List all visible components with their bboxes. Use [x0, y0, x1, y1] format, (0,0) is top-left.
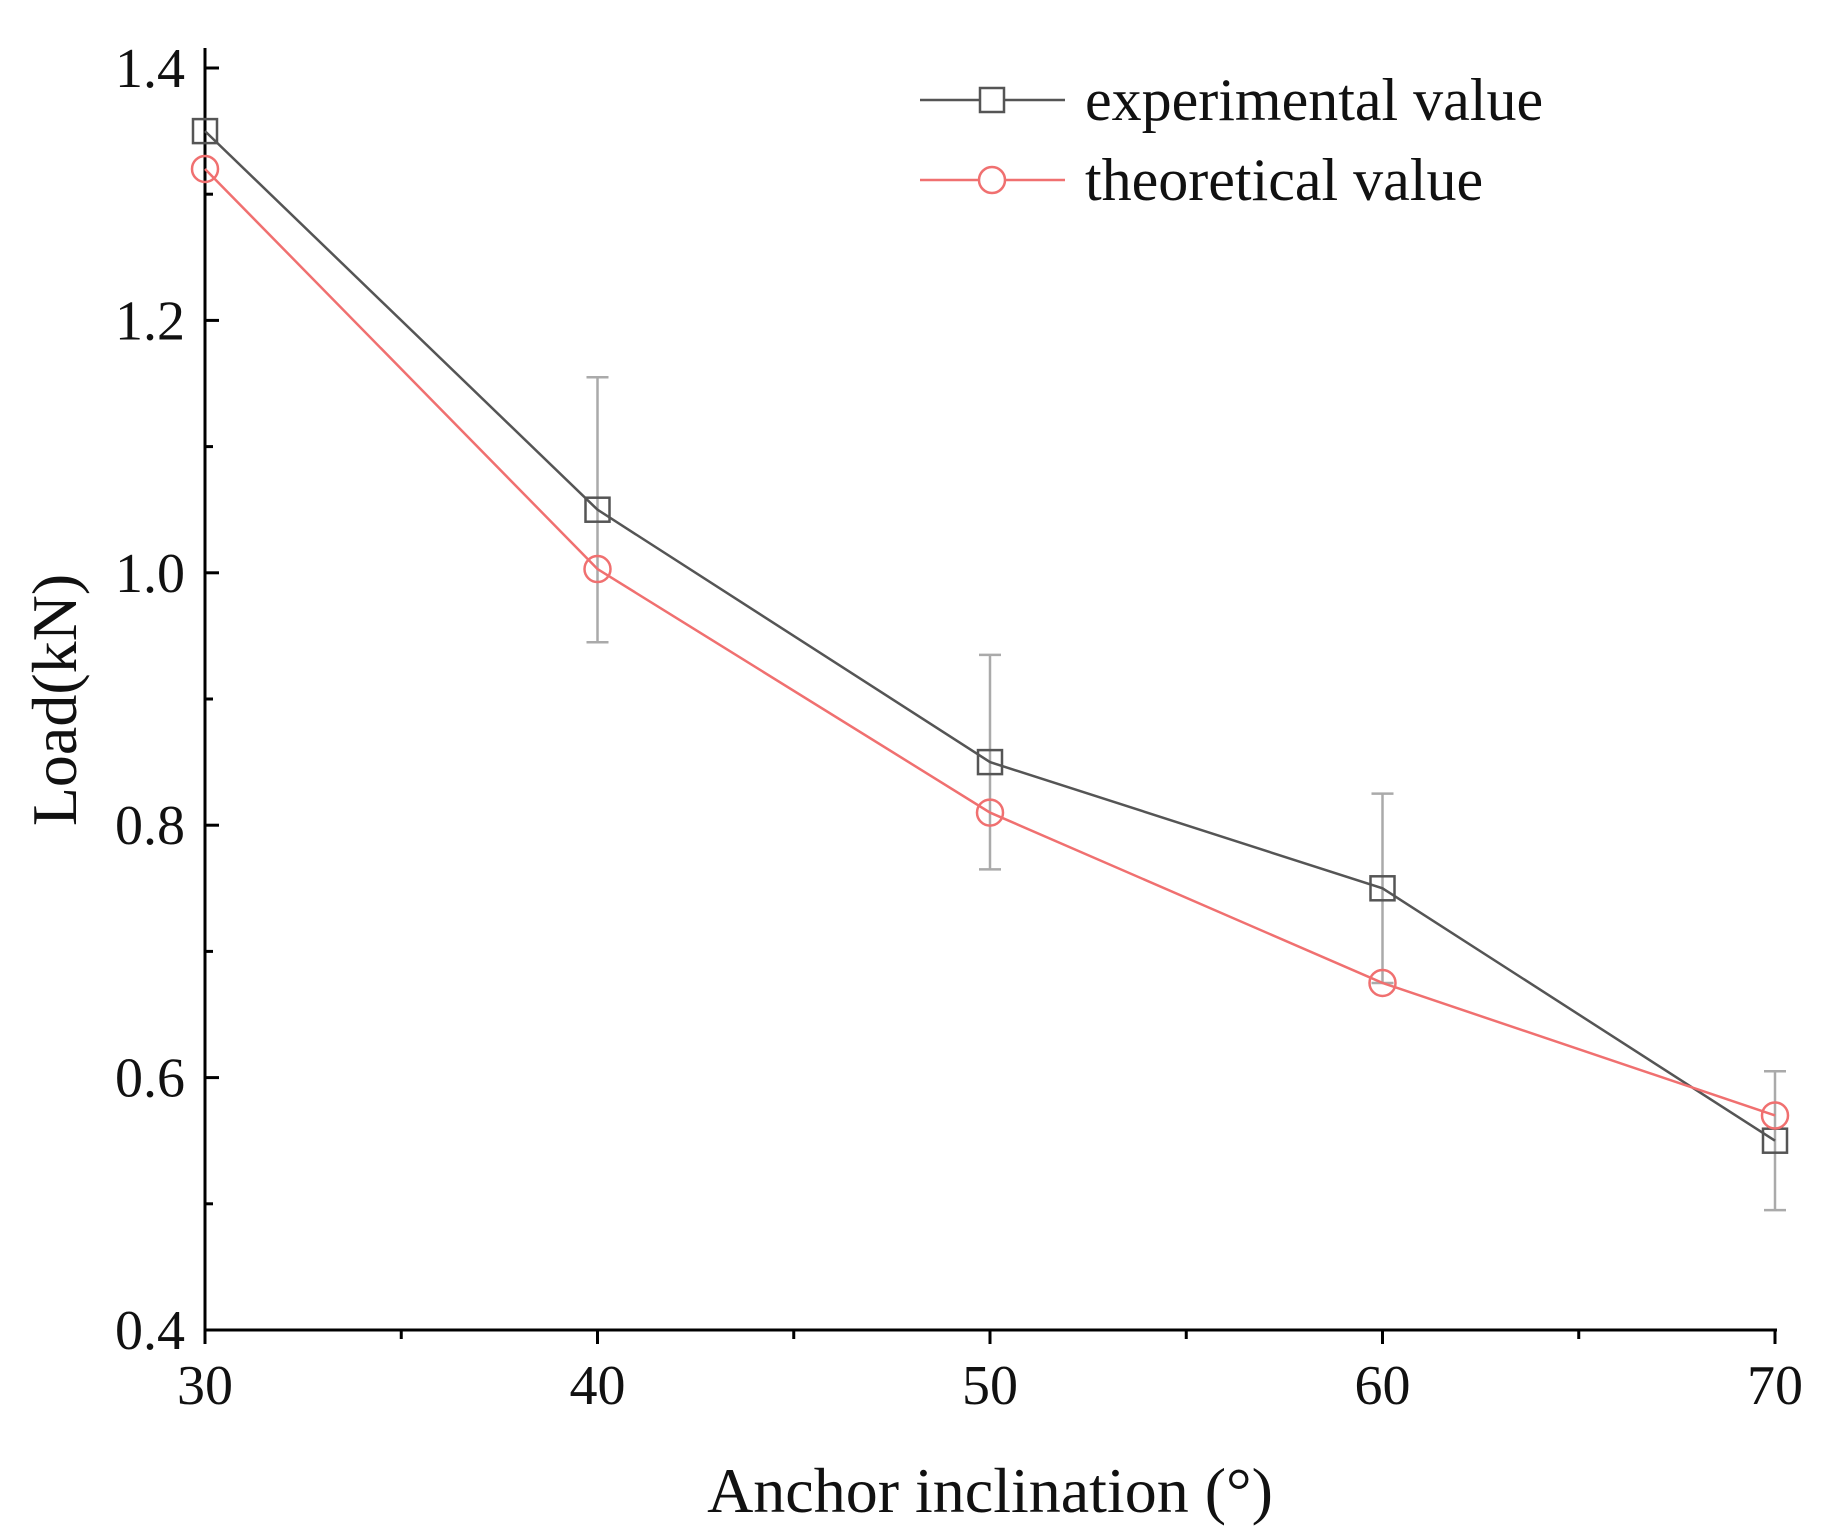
legend-label-experimental: experimental value: [1085, 67, 1543, 133]
y-tick-label: 0.4: [115, 1300, 185, 1362]
axes: [203, 48, 1777, 1344]
x-tick-label: 70: [1747, 1355, 1803, 1417]
y-tick-label: 0.6: [115, 1048, 185, 1110]
series: [190, 117, 1790, 1154]
x-axis-title: Anchor inclination (°): [707, 1455, 1273, 1526]
x-tick-label: 60: [1355, 1355, 1411, 1417]
error-bars: [586, 375, 1786, 1212]
data-point-theoretical: [1760, 1101, 1790, 1130]
data-point-experimental: [1369, 875, 1396, 902]
x-tick-label: 40: [570, 1355, 626, 1417]
y-tick-label: 1.4: [115, 38, 185, 100]
series-line-theoretical: [204, 168, 1776, 1117]
y-tick-label: 1.2: [115, 290, 185, 352]
data-point-theoretical: [1368, 968, 1397, 998]
y-tick-label: 0.8: [115, 795, 185, 857]
data-point-experimental: [584, 496, 611, 523]
y-tick-label: 1.0: [115, 543, 185, 605]
legend-label-theoretical: theoretical value: [1085, 147, 1483, 213]
legend: experimental value theoretical value: [920, 67, 1543, 213]
y-axis-title: Load(kN): [19, 574, 90, 826]
x-tick-label: 30: [177, 1355, 233, 1417]
x-tick-label: 50: [962, 1355, 1018, 1417]
data-point-theoretical: [975, 798, 1005, 827]
data-point-theoretical: [583, 554, 612, 584]
tick-labels: 30 40 50 60 70 0.4 0.6 0.8 1.0 1.2 1.4: [115, 38, 1803, 1417]
data-point-experimental: [191, 117, 219, 145]
data-point-experimental: [976, 748, 1004, 776]
series-line-experimental: [204, 130, 1776, 1142]
legend-marker-circle: [977, 165, 1007, 195]
data-point-theoretical: [190, 154, 220, 184]
legend-marker-square: [978, 86, 1006, 114]
